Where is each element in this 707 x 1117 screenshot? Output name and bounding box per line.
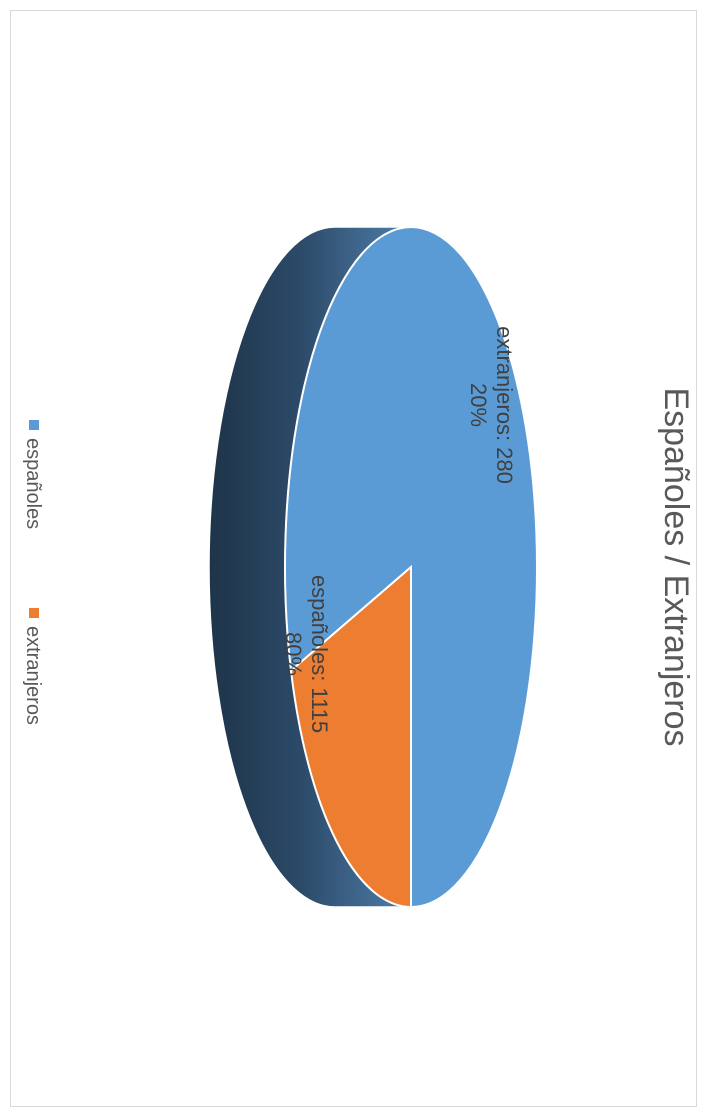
legend-swatch-españoles: [29, 420, 39, 430]
data-label-españoles: españoles: 111580%: [281, 575, 332, 733]
pie-slice-extranjeros: [289, 564, 412, 909]
legend-item-extranjeros: extranjeros: [22, 626, 44, 725]
legend: españoles extranjeros: [22, 420, 44, 725]
legend-item-españoles: españoles: [22, 438, 44, 529]
chart-title: Españoles / Extranjeros: [657, 387, 695, 746]
data-label-extranjeros: extranjeros: 28020%: [466, 326, 517, 484]
legend-swatch-extranjeros: [29, 608, 39, 618]
